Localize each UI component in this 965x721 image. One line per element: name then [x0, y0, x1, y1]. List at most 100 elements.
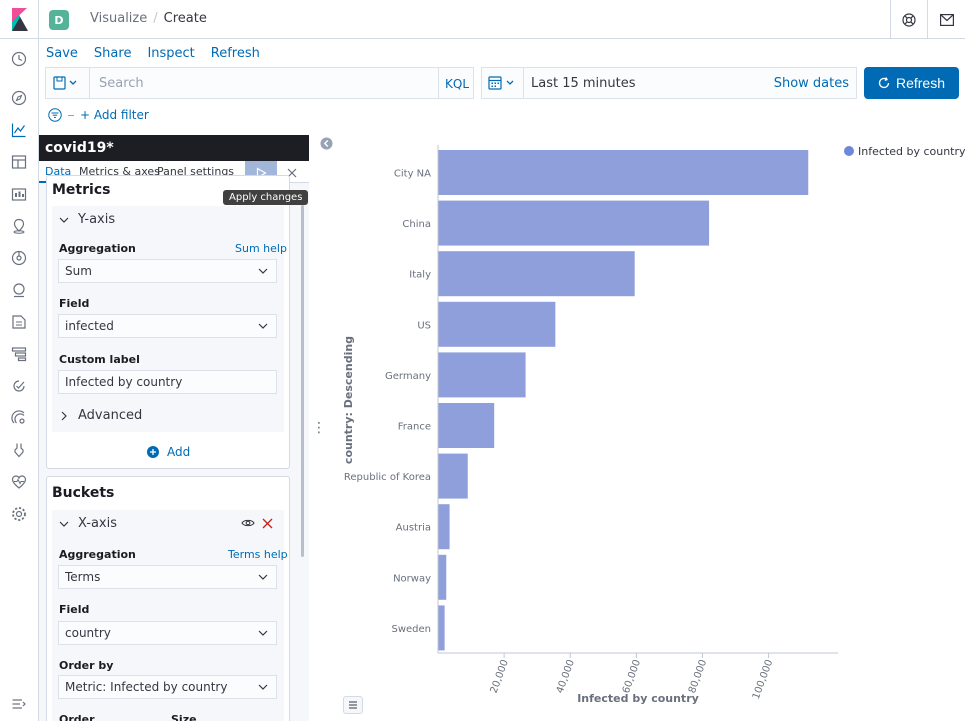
x-tick-label: 60,000 [621, 658, 643, 695]
custom-label-input[interactable]: Infected by country [58, 370, 277, 394]
search-input[interactable]: Search [89, 67, 439, 99]
maps-icon[interactable] [11, 218, 27, 234]
metrics-field-label: Field [59, 297, 90, 310]
buckets-aggregation-label: Aggregation [59, 548, 136, 561]
refresh-button-label: Refresh [895, 75, 946, 91]
chevron-down-icon [258, 630, 268, 636]
remove-bucket-button[interactable] [262, 518, 273, 532]
y-tick-label: China [402, 219, 431, 230]
y-tick-label: Austria [396, 523, 431, 534]
custom-label-label: Custom label [59, 353, 140, 366]
add-filter-link[interactable]: + Add filter [80, 108, 149, 122]
uptime-icon[interactable] [11, 378, 27, 394]
space-avatar[interactable]: D [49, 10, 69, 30]
y-tick-label: Germany [385, 371, 431, 382]
metrics-field-select[interactable]: infected [58, 314, 277, 338]
kibana-logo[interactable] [0, 0, 39, 39]
infrastructure-icon[interactable] [11, 282, 27, 298]
inspect-link[interactable]: Inspect [147, 46, 195, 61]
show-dates-link[interactable]: Show dates [773, 76, 849, 91]
y-tick-label: City NA [394, 169, 431, 180]
bar-italy[interactable] [438, 251, 635, 297]
x-tick-label: 100,000 [751, 658, 775, 701]
play-icon [256, 166, 267, 179]
buckets-field-value: country [65, 626, 111, 640]
save-link[interactable]: Save [46, 46, 78, 61]
buckets-aggregation-select[interactable]: Terms [58, 565, 277, 589]
buckets-aggregation-value: Terms [65, 570, 101, 584]
share-link[interactable]: Share [93, 46, 132, 61]
resize-handle[interactable]: ⋮ [312, 420, 326, 436]
saved-query-button[interactable] [45, 67, 90, 99]
canvas-icon[interactable] [11, 186, 27, 202]
list-icon [349, 701, 357, 709]
legend-entry[interactable]: Infected by country [858, 145, 965, 158]
collapse-nav-icon[interactable] [11, 696, 27, 712]
newsfeed-button[interactable] [927, 0, 965, 39]
quick-date-menu-button[interactable] [481, 67, 524, 99]
top-header [0, 0, 965, 39]
metrics-aggregation-select[interactable]: Sum [58, 259, 277, 283]
top-nav-menu: Save Share Inspect Refresh [46, 46, 260, 61]
collapse-sidebar-button[interactable] [320, 137, 333, 150]
refresh-link[interactable]: Refresh [210, 46, 260, 61]
siem-icon[interactable] [11, 410, 27, 426]
chevron-down-icon [59, 521, 69, 527]
breadcrumb: Visualize / Create [90, 11, 207, 26]
bar-us[interactable] [438, 301, 556, 347]
legend-dot [844, 146, 854, 156]
bar-austria[interactable] [438, 504, 450, 550]
kql-toggle[interactable]: KQL [438, 67, 474, 99]
bar-republic-of-korea[interactable] [438, 453, 468, 499]
bar-germany[interactable] [438, 352, 526, 398]
tab-metrics-axes[interactable]: Metrics & axes [79, 165, 160, 178]
dashboard-icon[interactable] [11, 154, 27, 170]
bar-france[interactable] [438, 403, 495, 448]
toggle-visibility-button[interactable] [241, 517, 255, 532]
refresh-button[interactable]: Refresh [864, 67, 959, 99]
bar-norway[interactable] [438, 554, 447, 600]
y-axis-accordion[interactable]: Y-axis [58, 212, 115, 227]
buckets-title: Buckets [52, 485, 115, 501]
filter-options-button[interactable] [48, 108, 62, 122]
visualize-icon[interactable] [11, 122, 27, 138]
stack-monitoring-icon[interactable] [11, 474, 27, 490]
discover-icon[interactable] [11, 90, 27, 106]
terms-help-link[interactable]: Terms help [228, 548, 288, 561]
plus-circle-icon [147, 446, 159, 458]
y-tick-label: Sweden [391, 624, 431, 635]
bar-city-na[interactable] [438, 150, 809, 195]
bar-sweden[interactable] [438, 605, 445, 651]
advanced-accordion[interactable]: Advanced [58, 408, 142, 423]
index-pattern-title: covid19* [39, 135, 309, 161]
dev-tools-icon[interactable] [11, 442, 27, 458]
bar-chart: City NA China Italy US Germany France Republic… [342, 145, 965, 705]
logs-icon[interactable] [11, 314, 27, 330]
sidebar-scrollbar[interactable] [301, 205, 304, 557]
sum-help-link[interactable]: Sum help [235, 242, 287, 255]
management-icon[interactable] [11, 506, 27, 522]
mail-icon [939, 13, 954, 26]
bar-china[interactable] [438, 200, 710, 246]
apm-icon[interactable] [11, 346, 27, 362]
add-metric-button[interactable]: Add [147, 445, 190, 459]
tab-data[interactable]: Data [45, 165, 72, 178]
chevron-down-icon [258, 323, 268, 329]
help-button[interactable] [890, 0, 926, 39]
buckets-field-select[interactable]: country [58, 621, 277, 645]
order-by-select[interactable]: Metric: Infected by country [58, 675, 277, 699]
tab-panel-settings[interactable]: Panel settings [157, 165, 235, 178]
breadcrumb-visualize[interactable]: Visualize [90, 11, 148, 26]
date-range-display[interactable]: Last 15 minutes Show dates [523, 67, 857, 99]
y-tick-label: Norway [393, 573, 431, 584]
date-range-value: Last 15 minutes [531, 76, 636, 91]
breadcrumb-create: Create [163, 11, 207, 26]
legend-toggle-button[interactable] [343, 696, 363, 714]
x-axis-accordion[interactable]: X-axis [58, 516, 117, 531]
apply-changes-tooltip: Apply changes [223, 190, 309, 205]
machine-learning-icon[interactable] [11, 250, 27, 266]
y-axis-title: country: Descending [342, 336, 355, 464]
recently-viewed-icon[interactable] [11, 51, 27, 67]
y-tick-label: Republic of Korea [344, 472, 431, 483]
y-tick-label: US [417, 320, 431, 331]
